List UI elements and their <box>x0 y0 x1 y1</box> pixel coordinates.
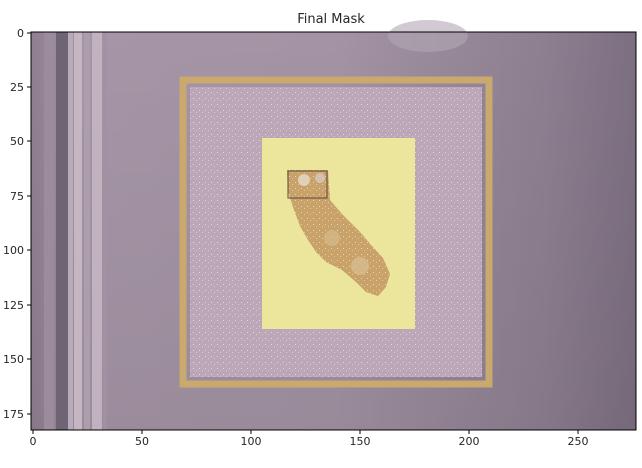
x-tick-label: 100 <box>241 435 262 448</box>
mask-region <box>262 138 415 329</box>
y-tick-label: 50 <box>10 135 24 148</box>
image-area <box>30 20 637 431</box>
y-tick: 0 <box>17 27 31 40</box>
y-tick: 125 <box>3 299 31 312</box>
x-tick-label: 250 <box>568 435 589 448</box>
figure-title: Final Mask <box>297 12 365 27</box>
x-tick-label: 0 <box>30 435 37 448</box>
y-tick-label: 150 <box>3 353 24 366</box>
x-tick: 50 <box>135 430 149 448</box>
y-tick-label: 25 <box>10 81 24 94</box>
y-tick: 50 <box>10 135 31 148</box>
y-tick-label: 75 <box>10 190 24 203</box>
y-tick-label: 175 <box>3 408 24 421</box>
axes-frame <box>30 31 637 431</box>
door-trim <box>44 32 107 430</box>
x-tick-label: 150 <box>350 435 371 448</box>
x-tick: 250 <box>568 430 589 448</box>
y-tick-label: 0 <box>17 27 24 40</box>
x-tick: 150 <box>350 430 371 448</box>
x-tick: 200 <box>459 430 480 448</box>
y-axis: 0 25 50 75 100 125 150 175 <box>3 27 31 421</box>
y-tick: 150 <box>3 353 31 366</box>
x-axis: 0 50 100 150 200 250 <box>30 430 589 448</box>
x-tick: 0 <box>30 430 37 448</box>
y-tick: 25 <box>10 81 31 94</box>
y-tick: 175 <box>3 408 31 421</box>
y-tick-label: 125 <box>3 299 24 312</box>
y-tick: 100 <box>3 244 31 257</box>
x-tick: 100 <box>241 430 262 448</box>
y-tick-label: 100 <box>3 244 24 257</box>
y-tick: 75 <box>10 190 31 203</box>
x-tick-label: 200 <box>459 435 480 448</box>
x-tick-label: 50 <box>135 435 149 448</box>
